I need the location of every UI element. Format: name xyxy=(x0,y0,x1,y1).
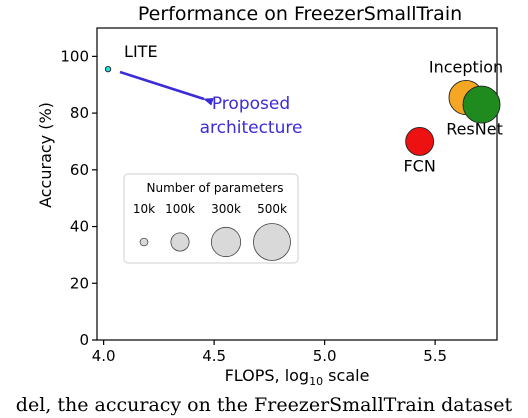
y-tick-label: 60 xyxy=(70,161,89,179)
x-tick-label: 4.0 xyxy=(92,347,116,365)
size-legend-label: 300k xyxy=(211,202,241,216)
y-tick-label: 80 xyxy=(70,104,89,122)
figure-caption: del, the accuracy on the FreezerSmallTra… xyxy=(15,394,513,416)
x-axis-label-subscript: 10 xyxy=(309,375,323,388)
chart-title: Performance on FreezerSmallTrain xyxy=(138,3,462,25)
size-legend-items: 10k 100k 300k 500k xyxy=(133,202,291,261)
y-tick-label: 20 xyxy=(70,274,89,292)
point-fcn xyxy=(405,127,435,156)
point-label-fcn: FCN xyxy=(403,156,435,175)
size-legend-title: Number of parameters xyxy=(146,181,283,195)
size-legend-circle xyxy=(253,223,291,261)
x-axis-label: FLOPS, log10 scale xyxy=(225,366,370,388)
size-legend: Number of parameters 10k 100k 300k 500k xyxy=(123,173,299,264)
point-label-resnet: ResNet xyxy=(446,120,503,139)
x-tick-label: 5.0 xyxy=(313,347,337,365)
size-legend-label: 500k xyxy=(257,202,287,216)
point-lite xyxy=(104,65,112,73)
point-resnet xyxy=(462,85,501,124)
annotation-line-2: architecture xyxy=(200,118,303,138)
y-axis-label: Accuracy (%) xyxy=(36,102,55,208)
size-legend-label: 10k xyxy=(133,202,155,216)
x-axis-label-tail: scale xyxy=(323,366,369,385)
size-legend-circle xyxy=(170,232,190,252)
y-tick-label: 100 xyxy=(60,47,89,65)
y-tick-label: 0 xyxy=(79,331,89,349)
x-tick-label: 4.5 xyxy=(202,347,226,365)
data-points: LITE FCN Inception ResNet xyxy=(104,42,503,175)
annotation-arrow xyxy=(119,70,214,106)
y-tick-label: 40 xyxy=(70,218,89,236)
axis-ticks: 4.0 4.5 5.0 5.5 0 20 40 60 80 100 xyxy=(60,47,447,365)
size-legend-circle xyxy=(139,237,149,247)
point-label-inception: Inception xyxy=(429,57,503,76)
x-axis-label-main: FLOPS, log xyxy=(225,366,310,385)
plot-frame xyxy=(96,27,498,341)
x-tick-label: 5.5 xyxy=(423,347,447,365)
annotation-line-1: Proposed xyxy=(212,94,290,114)
size-legend-label: 100k xyxy=(165,202,195,216)
point-label-lite: LITE xyxy=(124,42,158,61)
size-legend-circle xyxy=(210,226,242,258)
